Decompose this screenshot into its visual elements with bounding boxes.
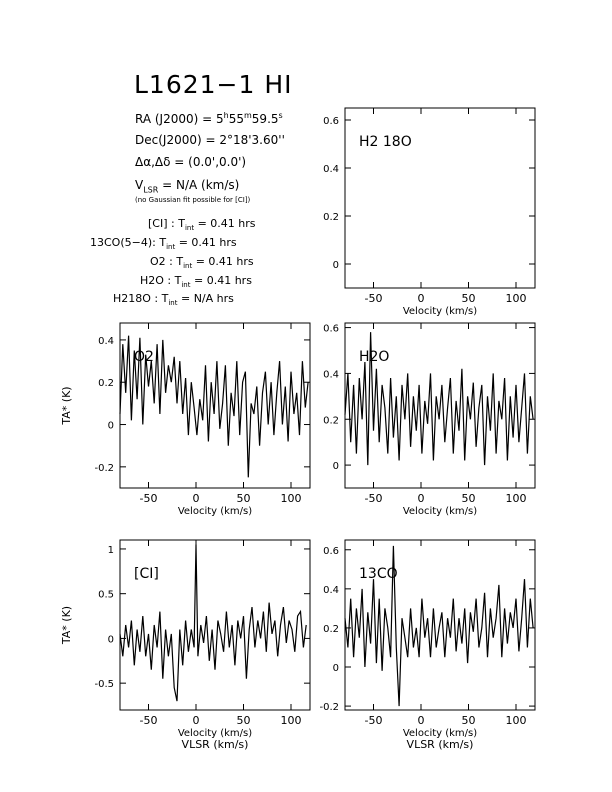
panel-4-xtick-label-3: 100 bbox=[506, 714, 527, 727]
ra-line: RA (J2000) = 5h55m59.5s bbox=[135, 111, 283, 126]
panel-1-ylabel: TA* (K) bbox=[60, 386, 73, 425]
integration-13co-value: = 0.41 hrs bbox=[175, 236, 237, 249]
panel-3-ytick-label-2: 0.5 bbox=[98, 590, 114, 601]
ra-seconds-unit: s bbox=[278, 111, 283, 120]
panel-4-series-0 bbox=[344, 545, 534, 707]
panel-1-xtick-label-0: -50 bbox=[140, 492, 158, 505]
panel-2-ytick-label-2: 0.4 bbox=[323, 369, 339, 380]
panel-1-ytick-label-0: -0.2 bbox=[94, 463, 114, 474]
panel-1-ytick-label-2: 0.2 bbox=[98, 378, 114, 389]
vlsr-value: = N/A (km/s) bbox=[158, 178, 240, 192]
panel-0-ytick-label-3: 0.6 bbox=[323, 116, 339, 127]
panel-1-ytick-label-1: 0 bbox=[108, 421, 114, 432]
panel-0-xtick-label-0: -50 bbox=[365, 292, 383, 305]
integration-13co-sub: int bbox=[166, 243, 176, 252]
panel-2-xtick-label-3: 100 bbox=[506, 492, 527, 505]
ra-seconds: 59.5 bbox=[251, 112, 279, 126]
dec-line: Dec(J2000) = 2°18'3.60'' bbox=[135, 133, 285, 147]
integration-h218o-label: H218O : T bbox=[113, 292, 169, 305]
ra-prefix: RA (J2000) = 5 bbox=[135, 112, 224, 126]
panel-0-ytick-label-2: 0.4 bbox=[323, 164, 339, 175]
panel-3-series-0 bbox=[119, 544, 307, 702]
panel-1-xlabel: Velocity (km/s) bbox=[178, 506, 252, 517]
panel-0-xtick-label-1: 0 bbox=[418, 292, 425, 305]
integration-h2o: H2O : Tint = 0.41 hrs bbox=[140, 274, 252, 289]
panel-2-ytick-label-1: 0.2 bbox=[323, 415, 339, 426]
offset-line: Δα,Δδ = (0.0',0.0') bbox=[135, 155, 247, 169]
panel-3-title: [CI] bbox=[134, 566, 159, 582]
panel-2-title: H2O bbox=[359, 349, 389, 365]
panel-4-xlabel: Velocity (km/s) bbox=[403, 728, 477, 739]
ra-minutes-unit: m bbox=[244, 111, 252, 120]
vlsr-line: VLSR = N/A (km/s) bbox=[135, 178, 239, 194]
panel-4-ytick-label-2: 0.2 bbox=[323, 624, 339, 635]
panel-3-ytick-label-1: 0 bbox=[108, 634, 114, 645]
panel-1-xtick-label-3: 100 bbox=[281, 492, 302, 505]
panel-3-ytick-label-3: 1 bbox=[108, 545, 114, 556]
panel-0-ytick-label-0: 0 bbox=[333, 260, 339, 271]
panel-3-frame bbox=[119, 539, 311, 711]
panel-2-xtick-label-2: 50 bbox=[462, 492, 476, 505]
panel-3-xtick-label-1: 0 bbox=[193, 714, 200, 727]
integration-o2-value: = 0.41 hrs bbox=[192, 255, 254, 268]
panel-4-ytick-label-4: 0.6 bbox=[323, 546, 339, 557]
panel-3-xtick-label-2: 50 bbox=[237, 714, 251, 727]
integration-h218o: H218O : Tint = N/A hrs bbox=[113, 292, 234, 307]
panel-1-series-0 bbox=[119, 335, 309, 478]
panel-0-title: H2 18O bbox=[359, 134, 412, 150]
gaussian-note: (no Gaussian fit possible for [CI]) bbox=[135, 196, 251, 204]
panel-3-ylabel: TA* (K) bbox=[60, 606, 73, 645]
integration-h218o-value: = N/A hrs bbox=[177, 292, 234, 305]
integration-ci-sub: int bbox=[184, 224, 195, 233]
panel-2-ytick-label-3: 0.6 bbox=[323, 324, 339, 335]
panel-3-ytick-label-0: -0.5 bbox=[94, 679, 114, 690]
panel-0-frame bbox=[344, 107, 536, 289]
vlsr-subscript: LSR bbox=[143, 185, 159, 195]
panel-4-title: 13CO bbox=[359, 566, 398, 582]
panel-0-ytick-label-1: 0.2 bbox=[323, 212, 339, 223]
panel-2-xtick-label-0: -50 bbox=[365, 492, 383, 505]
panel-2-xlabel: Velocity (km/s) bbox=[403, 506, 477, 517]
panel-3-xlabel2: VLSR (km/s) bbox=[182, 738, 249, 751]
panel-4-xtick-label-0: -50 bbox=[365, 714, 383, 727]
panel-0-xtick-label-2: 50 bbox=[462, 292, 476, 305]
integration-ci-value: = 0.41 hrs bbox=[194, 217, 256, 230]
ra-minutes: 55 bbox=[228, 112, 244, 126]
integration-h2o-value: = 0.41 hrs bbox=[190, 274, 252, 287]
panel-2-xtick-label-1: 0 bbox=[418, 492, 425, 505]
page-title: L1621−1 HI bbox=[134, 70, 293, 99]
integration-13co-label: 13CO(5−4): T bbox=[90, 236, 167, 249]
integration-h2o-label: H2O : T bbox=[140, 274, 182, 287]
panel-2-frame bbox=[344, 322, 536, 489]
panel-4-xlabel2: VLSR (km/s) bbox=[407, 738, 474, 751]
panel-0-xtick-label-3: 100 bbox=[506, 292, 527, 305]
integration-h218o-sub: int bbox=[168, 299, 178, 308]
panel-4-ytick-label-3: 0.4 bbox=[323, 585, 339, 596]
panel-4-frame bbox=[344, 539, 536, 711]
panel-3-xtick-label-3: 100 bbox=[281, 714, 302, 727]
panel-1-xtick-label-1: 0 bbox=[193, 492, 200, 505]
panel-3-xlabel: Velocity (km/s) bbox=[178, 728, 252, 739]
integration-ci-label: [CI] : T bbox=[148, 217, 185, 230]
integration-o2-sub: int bbox=[183, 262, 193, 271]
panel-1-xtick-label-2: 50 bbox=[237, 492, 251, 505]
panel-4-xtick-label-1: 0 bbox=[418, 714, 425, 727]
panel-1-ytick-label-3: 0.4 bbox=[98, 336, 114, 347]
integration-13co: 13CO(5−4): Tint = 0.41 hrs bbox=[90, 236, 237, 251]
panel-0-xlabel: Velocity (km/s) bbox=[403, 306, 477, 317]
integration-o2-label: O2 : T bbox=[150, 255, 184, 268]
integration-h2o-sub: int bbox=[181, 281, 191, 290]
ra-hours-unit: h bbox=[223, 111, 229, 120]
panel-4-xtick-label-2: 50 bbox=[462, 714, 476, 727]
integration-o2: O2 : Tint = 0.41 hrs bbox=[150, 255, 254, 270]
vlsr-label: V bbox=[135, 178, 144, 192]
panel-3-xtick-label-0: -50 bbox=[140, 714, 158, 727]
panel-4-ytick-label-0: -0.2 bbox=[319, 702, 339, 713]
integration-ci: [CI] : Tint = 0.41 hrs bbox=[148, 217, 256, 232]
panel-4-ytick-label-1: 0 bbox=[333, 663, 339, 674]
panel-2-series-0 bbox=[344, 332, 534, 466]
panel-2-ytick-label-0: 0 bbox=[333, 461, 339, 472]
